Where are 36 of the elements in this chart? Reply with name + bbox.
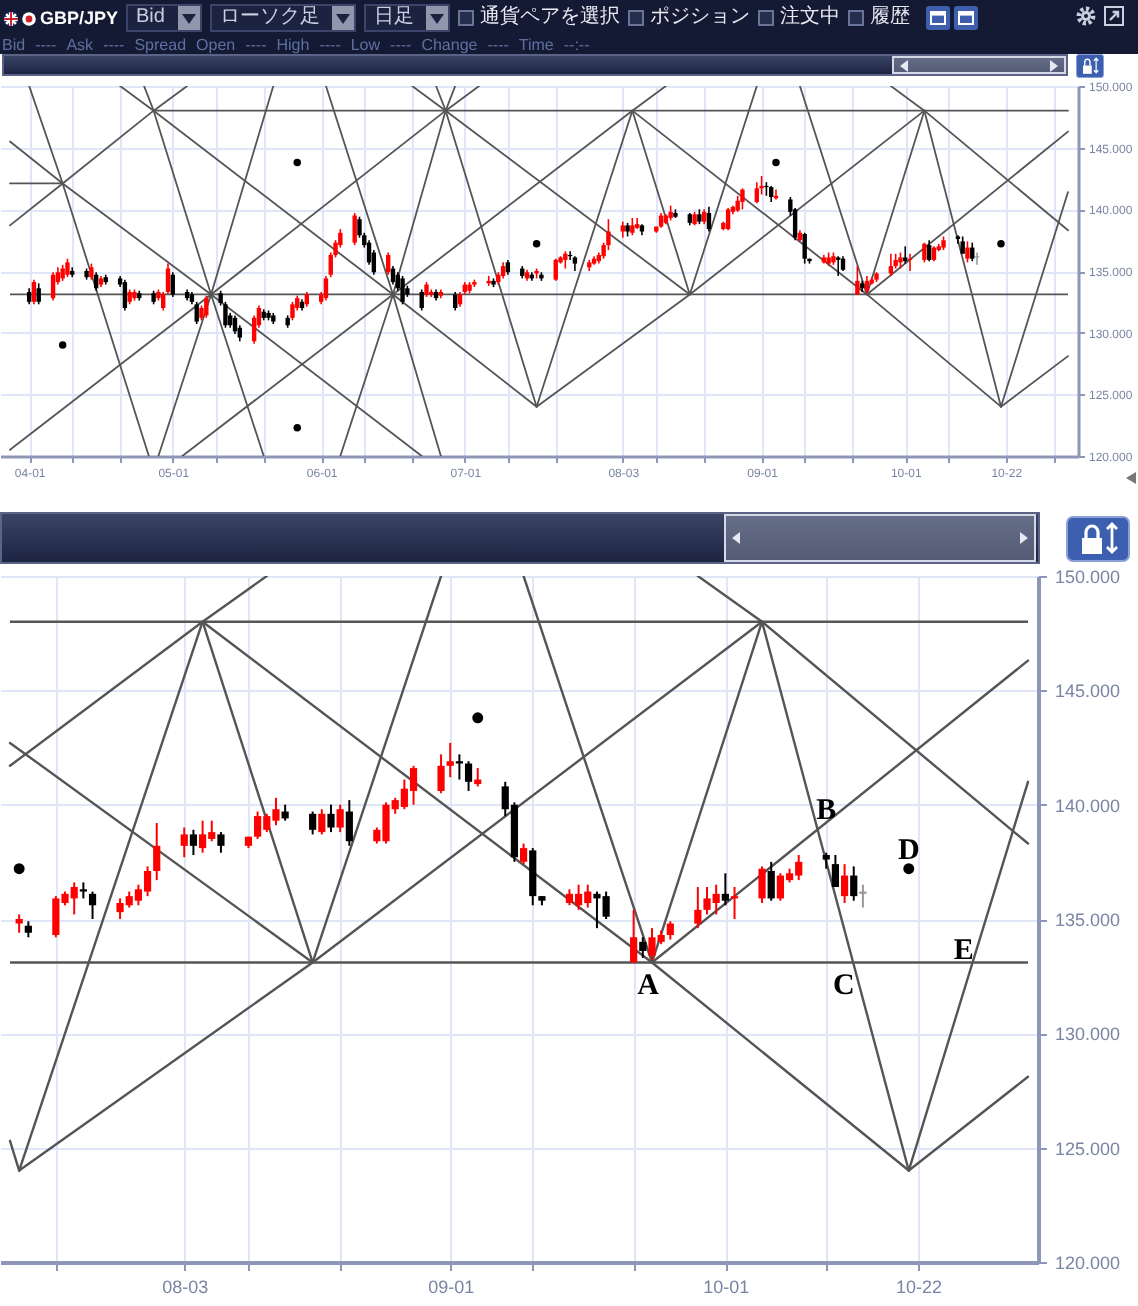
annotation: B xyxy=(816,795,837,828)
text: ---- xyxy=(487,36,509,54)
annotation: C xyxy=(832,970,855,1003)
text: ---- xyxy=(35,36,57,54)
text: ポジション xyxy=(650,6,751,30)
x-tick-label: 10-01 xyxy=(703,1277,750,1297)
x-tick-label: 08-03 xyxy=(162,1277,209,1297)
text: 履歴 xyxy=(870,6,911,30)
y-tick-label: 125.000 xyxy=(1055,1138,1121,1159)
text: Spread xyxy=(134,36,187,54)
x-tick-label: 09-01 xyxy=(428,1277,475,1297)
y-tick-label: 145.000 xyxy=(1055,681,1121,702)
text: Low xyxy=(350,36,381,54)
text: 注文中 xyxy=(780,6,841,30)
text: --:-- xyxy=(563,36,590,54)
text: Ask xyxy=(66,36,94,54)
y-tick-label: 150.000 xyxy=(1055,567,1121,587)
text: Change xyxy=(421,36,478,54)
text: ---- xyxy=(319,36,341,54)
text: ---- xyxy=(390,36,412,54)
text: 通貨ペアを選択 xyxy=(480,6,621,30)
x-tick-label: 10-22 xyxy=(895,1277,942,1297)
annotation: D xyxy=(897,834,920,867)
text: ---- xyxy=(245,36,267,54)
text: Open xyxy=(196,36,236,54)
y-tick-label: 135.000 xyxy=(1055,910,1121,930)
text: ---- xyxy=(103,36,125,54)
text: GBP/JPY xyxy=(40,8,119,28)
annotation: E xyxy=(953,934,974,967)
y-tick-label: 130.000 xyxy=(1055,1024,1121,1045)
text: Bid xyxy=(2,36,26,54)
text: Time xyxy=(518,36,554,54)
text: High xyxy=(276,36,310,54)
y-tick-label: 140.000 xyxy=(1055,795,1121,816)
annotation: A xyxy=(637,970,660,1003)
y-tick-label: 120.000 xyxy=(1055,1253,1121,1273)
